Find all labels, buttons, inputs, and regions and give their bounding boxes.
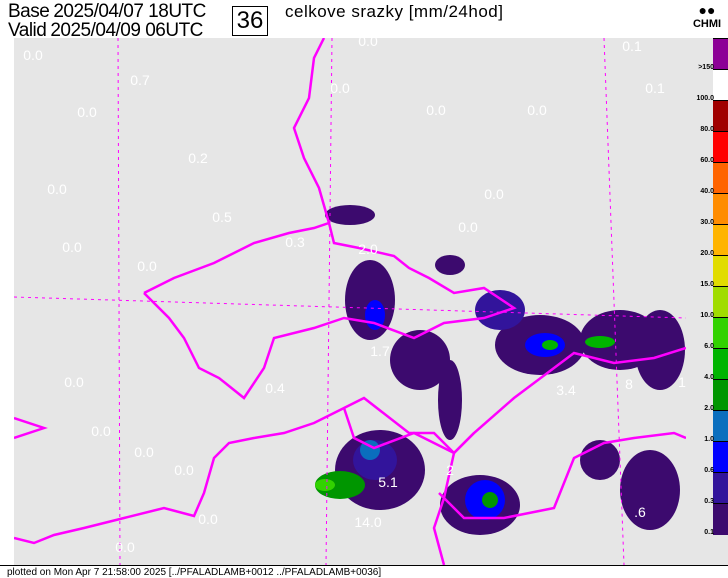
- value-label: 0.7: [130, 72, 150, 88]
- legend-label: 80.0: [700, 126, 714, 133]
- precip-area: [390, 330, 450, 390]
- legend-label: 10.0: [700, 312, 714, 319]
- legend-label: 2.0: [704, 405, 714, 412]
- legend-label: 15.0: [700, 281, 714, 288]
- legend-label: 40.0: [700, 188, 714, 195]
- value-label: 1: [678, 374, 686, 390]
- legend-band: [713, 38, 728, 70]
- value-label: 0.0: [527, 102, 547, 118]
- graticule: [14, 38, 686, 565]
- value-label: .6: [634, 504, 646, 520]
- precip-area: [315, 479, 335, 491]
- value-label: 0.0: [198, 511, 218, 527]
- legend-band: [713, 286, 728, 318]
- legend-band: [713, 131, 728, 163]
- value-label: 0.1: [645, 80, 665, 96]
- precip-area: [360, 440, 380, 460]
- value-label: 0.0: [115, 539, 135, 555]
- legend-band: [713, 348, 728, 380]
- color-legend: >150 100.0 80.0 60.0 40.0 30.0 20.0 15.0 10.0 6.0…: [686, 38, 728, 566]
- legend-band: [713, 69, 728, 101]
- precip-area: [482, 492, 498, 508]
- value-label: 2: [446, 462, 454, 478]
- precip-area: [475, 290, 525, 330]
- precip-area: [325, 205, 375, 225]
- forecast-hour: 36: [232, 6, 268, 36]
- precip-area: [585, 336, 615, 348]
- value-label: 1.7: [370, 343, 390, 359]
- legend-band: [713, 410, 728, 442]
- value-label: 0.0: [330, 80, 350, 96]
- legend-band: [713, 503, 728, 535]
- chmi-logo: ●● CHMI: [692, 2, 722, 30]
- legend-label: 0.3: [704, 498, 714, 505]
- plot-footer: plotted on Mon Apr 7 21:58:00 2025 [../P…: [0, 565, 728, 578]
- map-area: 0.0 0.1 0.0 0.7 0.0 0.1 0.0 0.0 0.0 0.2 0.0 0.0 0.5 0…: [14, 38, 686, 565]
- legend-band: [713, 441, 728, 473]
- valid-time: Valid 2025/04/09 06UTC: [8, 20, 203, 41]
- value-label: 0.0: [458, 219, 478, 235]
- legend-band: [713, 317, 728, 349]
- value-label: 0.0: [23, 47, 43, 63]
- value-label: 0.3: [285, 234, 305, 250]
- precip-area: [435, 255, 465, 275]
- precip-area: [315, 471, 365, 499]
- legend-band: [713, 193, 728, 225]
- value-label: 0.1: [622, 38, 642, 54]
- value-label: 3.4: [556, 382, 576, 398]
- country-borders: [14, 38, 686, 565]
- legend-band: [713, 162, 728, 194]
- map-title: celkove srazky [mm/24hod]: [285, 2, 504, 21]
- value-label: 0.4: [265, 380, 285, 396]
- base-time: Base 2025/04/07 18UTC: [8, 1, 206, 22]
- precip-area: [438, 360, 462, 440]
- value-label: 0.0: [174, 462, 194, 478]
- value-label: 14.0: [354, 514, 381, 530]
- value-label: 0.0: [77, 104, 97, 120]
- value-label: 0.0: [484, 186, 504, 202]
- precip-area: [635, 310, 685, 390]
- legend-label: 0.1: [704, 529, 714, 536]
- value-labels: 0.0 0.1 0.0 0.7 0.0 0.1 0.0 0.0 0.0 0.2 0.0 0.0 0.5 0…: [23, 38, 686, 555]
- legend-label: 4.0: [704, 374, 714, 381]
- legend-label: >150: [698, 64, 714, 71]
- legend-label: 60.0: [700, 157, 714, 164]
- legend-label: 20.0: [700, 250, 714, 257]
- value-label: 5.1: [378, 474, 398, 490]
- legend-band: [713, 100, 728, 132]
- value-label: 2.0: [358, 241, 378, 257]
- legend-label: 30.0: [700, 219, 714, 226]
- value-label: 0.0: [134, 444, 154, 460]
- value-label: 0.0: [137, 258, 157, 274]
- legend-band: [713, 224, 728, 256]
- legend-label: 6.0: [704, 343, 714, 350]
- value-label: 0.0: [62, 239, 82, 255]
- value-label: 0.2: [188, 150, 208, 166]
- legend-label: 0.6: [704, 467, 714, 474]
- value-label: 0.0: [426, 102, 446, 118]
- legend-band: [713, 472, 728, 504]
- legend-label: 100.0: [696, 95, 714, 102]
- legend-band: [713, 255, 728, 287]
- precip-area: [542, 340, 558, 350]
- legend-band: [713, 379, 728, 411]
- value-label: 8: [625, 376, 633, 392]
- legend-label: 1.0: [704, 436, 714, 443]
- value-label: 0.5: [212, 209, 232, 225]
- precipitation-field: [315, 205, 685, 535]
- precip-area: [620, 450, 680, 530]
- value-label: 0.0: [64, 374, 84, 390]
- value-label: 0.0: [47, 181, 67, 197]
- value-label: 0.0: [358, 38, 378, 49]
- value-label: 0.0: [91, 423, 111, 439]
